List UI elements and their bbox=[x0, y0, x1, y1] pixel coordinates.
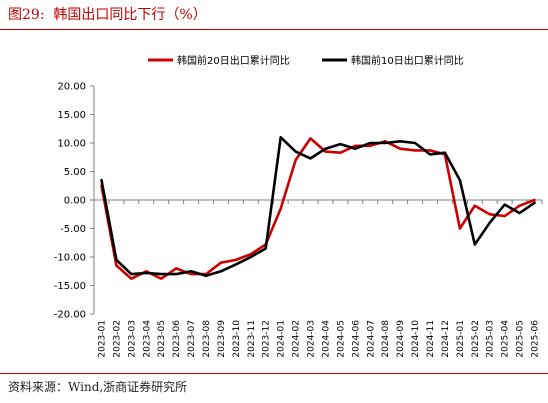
line-chart: 韩国前20日出口累计同比 韩国前10日出口累计同比 20.00 15.00 10.00… bbox=[54, 54, 543, 358]
x-tick-label: 2023-08 bbox=[202, 320, 212, 358]
legend-label: 韩国前20日出口累计同比 bbox=[177, 54, 290, 67]
x-tick-label: 2025-04 bbox=[501, 320, 511, 358]
x-tick-label: 2023-12 bbox=[262, 320, 272, 358]
y-tick-label: -15.00 bbox=[54, 281, 86, 292]
figure-source: 资料来源：Wind,浙商证券研究所 bbox=[8, 380, 188, 394]
y-tick-label: 15.00 bbox=[57, 110, 86, 121]
source-rule bbox=[0, 373, 548, 374]
x-tick-label: 2025-05 bbox=[516, 320, 526, 358]
y-tick-label: 5.00 bbox=[64, 167, 86, 178]
x-tick-label: 2023-07 bbox=[187, 320, 197, 358]
legend-label: 韩国前10日出口累计同比 bbox=[351, 54, 464, 67]
x-tick-label: 2024-09 bbox=[396, 320, 406, 358]
x-tick-label: 2023-09 bbox=[217, 320, 227, 358]
figure-title: 图29: 韩国出口同比下行（%） bbox=[8, 7, 207, 23]
y-tick-label: -20.00 bbox=[54, 310, 86, 321]
x-tick-label: 2025-03 bbox=[486, 320, 496, 358]
x-tick-label: 2025-02 bbox=[471, 320, 481, 358]
x-tick-label: 2023-02 bbox=[112, 320, 122, 358]
title-rule bbox=[0, 29, 548, 30]
x-tick-label: 2023-10 bbox=[232, 320, 242, 358]
chart-legend: 韩国前20日出口累计同比 韩国前10日出口累计同比 bbox=[148, 54, 464, 67]
y-tick-label: 20.00 bbox=[57, 82, 86, 93]
x-tick-label: 2023-06 bbox=[172, 320, 182, 358]
x-tick-label: 2024-03 bbox=[307, 320, 317, 358]
x-tick-label: 2024-11 bbox=[426, 320, 436, 358]
x-tick-label: 2024-08 bbox=[381, 320, 391, 358]
x-tick-label: 2024-02 bbox=[292, 320, 302, 358]
x-tick-label: 2023-05 bbox=[157, 320, 167, 358]
x-tick-label: 2025-06 bbox=[531, 320, 541, 358]
x-tick-label: 2023-03 bbox=[127, 320, 137, 358]
y-tick-label: 10.00 bbox=[57, 139, 86, 150]
x-tick-label: 2023-01 bbox=[97, 320, 107, 358]
x-tick-label: 2023-04 bbox=[142, 320, 152, 358]
x-tick-label: 2024-04 bbox=[321, 320, 331, 358]
series-lines bbox=[100, 136, 536, 281]
series-line-red bbox=[100, 137, 536, 281]
x-axis: 2023-01 2023-02 2023-03 2023-04 2023-05 2023-… bbox=[93, 199, 543, 358]
x-tick-label: 2024-06 bbox=[351, 320, 361, 358]
x-tick-label: 2024-12 bbox=[441, 320, 451, 358]
y-tick-label: -5.00 bbox=[60, 224, 86, 235]
y-axis: 20.00 15.00 10.00 5.00 0.00 -5.00 -10.00 -15.00… bbox=[54, 82, 95, 321]
x-tick-label: 2024-07 bbox=[366, 320, 376, 358]
x-tick-label: 2024-10 bbox=[411, 320, 421, 358]
x-tick-label: 2024-05 bbox=[336, 320, 346, 358]
x-tick-label: 2023-11 bbox=[247, 320, 257, 358]
y-tick-label: -10.00 bbox=[54, 253, 86, 264]
x-tick-label: 2025-01 bbox=[456, 320, 466, 358]
series-line-black bbox=[100, 136, 536, 278]
y-tick-label: 0.00 bbox=[64, 196, 86, 207]
x-tick-label: 2024-01 bbox=[277, 320, 287, 358]
